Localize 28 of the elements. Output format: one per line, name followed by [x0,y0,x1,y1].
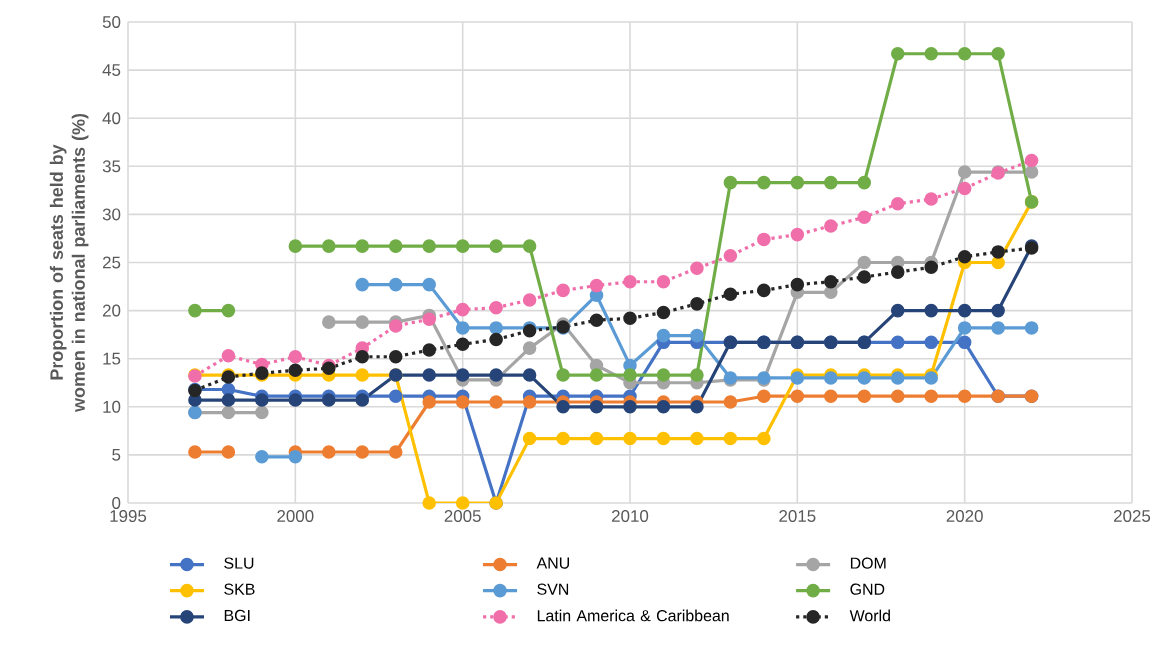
y-tick-label: 45 [102,64,121,76]
y-tick-label: 50 [102,16,121,28]
y-tick-label: 40 [102,112,121,125]
y-tick-label: 5 [112,448,121,461]
x-tick-label: 2005 [444,510,481,523]
y-tick-label: 25 [102,256,121,269]
x-tick-label: 2015 [779,510,816,523]
y-axis-title: Proportion of seats held by women in national parliaments (%) [49,113,89,413]
legend-label: SKB [224,583,255,595]
x-tick-label: 2025 [1114,510,1151,523]
x-tick-label: 1995 [110,510,147,523]
legend-label: BGI [224,609,250,622]
y-tick-label: 0 [112,497,121,509]
y-tick-label: 15 [103,352,121,365]
x-tick-label: 2010 [612,510,649,523]
y-tick-label: 10 [103,400,121,413]
x-tick-label: 2020 [946,510,983,523]
legend-label: SLU [224,557,254,569]
y-tick-label: 20 [102,304,121,317]
legend-label: GND [850,583,885,595]
legend-label: ANU [536,557,569,569]
x-tick-label: 2000 [277,510,314,523]
legend-label: SVN [537,583,569,595]
y-tick-label: 30 [102,208,121,221]
legend-label: Latin America & Caribbean [537,609,729,622]
y-tick-label: 35 [102,160,121,173]
legend-label: DOM [850,557,886,569]
legend-label: World [849,609,890,622]
